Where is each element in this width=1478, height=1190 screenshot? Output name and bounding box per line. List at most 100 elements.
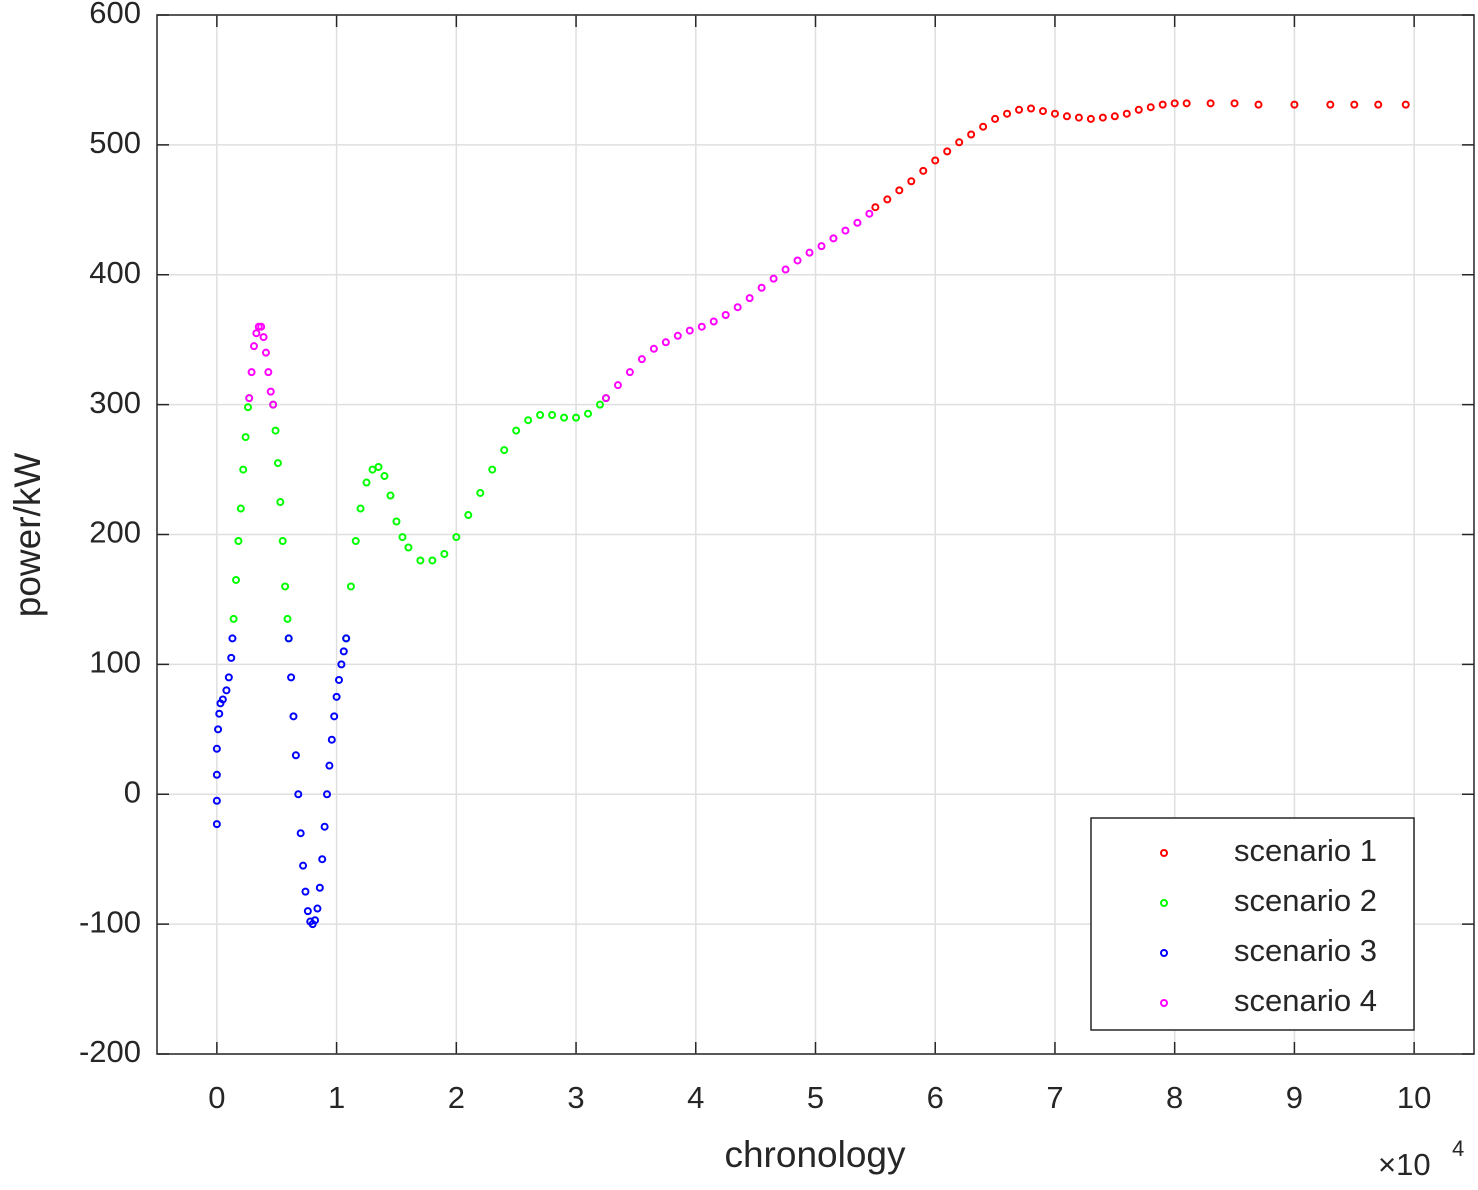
point xyxy=(865,209,874,218)
point xyxy=(805,248,814,257)
point xyxy=(1122,109,1131,118)
point xyxy=(440,549,449,558)
point xyxy=(303,907,312,916)
point xyxy=(488,465,497,474)
point xyxy=(464,511,473,520)
point xyxy=(287,673,296,682)
x-multiplier-exponent: 4 xyxy=(1452,1136,1464,1161)
point xyxy=(257,322,266,331)
point xyxy=(362,478,371,487)
point xyxy=(291,751,300,760)
point xyxy=(883,195,892,204)
x-tick-label: 4 xyxy=(687,1080,704,1115)
point xyxy=(214,725,223,734)
point xyxy=(943,147,952,156)
point xyxy=(278,536,287,545)
point xyxy=(1015,105,1024,114)
point xyxy=(1146,103,1155,112)
y-tick-label: 0 xyxy=(124,774,141,809)
point xyxy=(252,329,261,338)
legend-label: scenario 3 xyxy=(1234,933,1377,968)
point xyxy=(1230,99,1239,108)
point xyxy=(781,265,790,274)
point xyxy=(283,614,292,623)
y-tick-label: -100 xyxy=(79,904,141,939)
point xyxy=(318,855,327,864)
axes-frame xyxy=(156,14,1475,1055)
point xyxy=(625,368,634,377)
point xyxy=(649,344,658,353)
point xyxy=(572,413,581,422)
point xyxy=(1027,104,1036,113)
legend-label: scenario 4 xyxy=(1234,983,1377,1018)
x-tick-label: 10 xyxy=(1397,1080,1431,1115)
point xyxy=(560,413,569,422)
point xyxy=(351,536,360,545)
point xyxy=(1158,100,1167,109)
point xyxy=(931,156,940,165)
point xyxy=(1074,113,1083,122)
point xyxy=(281,582,290,591)
point xyxy=(228,634,237,643)
x-tick-label: 3 xyxy=(567,1080,584,1115)
point xyxy=(224,673,233,682)
legend-label: scenario 2 xyxy=(1234,883,1377,918)
point xyxy=(218,695,227,704)
point xyxy=(380,472,389,481)
point xyxy=(991,114,1000,123)
point xyxy=(829,234,838,243)
point xyxy=(428,556,437,565)
point xyxy=(296,829,305,838)
point xyxy=(1254,100,1263,109)
point xyxy=(721,311,730,320)
point xyxy=(637,355,646,364)
point xyxy=(404,543,413,552)
legend-label: scenario 1 xyxy=(1234,833,1377,868)
point xyxy=(392,517,401,526)
point xyxy=(1086,114,1095,123)
x-axis-label: chronology xyxy=(724,1134,906,1175)
point xyxy=(325,761,334,770)
point xyxy=(330,712,339,721)
point xyxy=(339,647,348,656)
point xyxy=(584,409,593,418)
y-tick-label: 100 xyxy=(89,645,141,680)
point xyxy=(697,322,706,331)
point xyxy=(685,326,694,335)
point xyxy=(979,122,988,131)
point xyxy=(334,675,343,684)
point xyxy=(524,416,533,425)
point xyxy=(239,465,248,474)
point xyxy=(299,861,308,870)
point xyxy=(1038,107,1047,116)
point xyxy=(284,634,293,643)
point xyxy=(222,686,231,695)
point xyxy=(227,653,236,662)
point xyxy=(1134,105,1143,114)
point xyxy=(536,411,545,420)
point xyxy=(212,744,221,753)
point xyxy=(320,822,329,831)
point xyxy=(337,660,346,669)
y-tick-label: -200 xyxy=(79,1034,141,1069)
point xyxy=(212,770,221,779)
point xyxy=(1003,109,1012,118)
point xyxy=(1050,109,1059,118)
point xyxy=(264,368,273,377)
point xyxy=(342,634,351,643)
y-tick-label: 300 xyxy=(89,385,141,420)
point xyxy=(512,426,521,435)
point xyxy=(709,317,718,326)
x-tick-label: 1 xyxy=(328,1080,345,1115)
point xyxy=(266,387,275,396)
point xyxy=(1170,99,1179,108)
point xyxy=(386,491,395,500)
y-tick-label: 600 xyxy=(89,0,141,30)
point xyxy=(1206,99,1215,108)
point xyxy=(289,712,298,721)
point xyxy=(967,130,976,139)
point xyxy=(356,504,365,513)
legend-marker xyxy=(1160,949,1168,957)
point xyxy=(733,303,742,312)
